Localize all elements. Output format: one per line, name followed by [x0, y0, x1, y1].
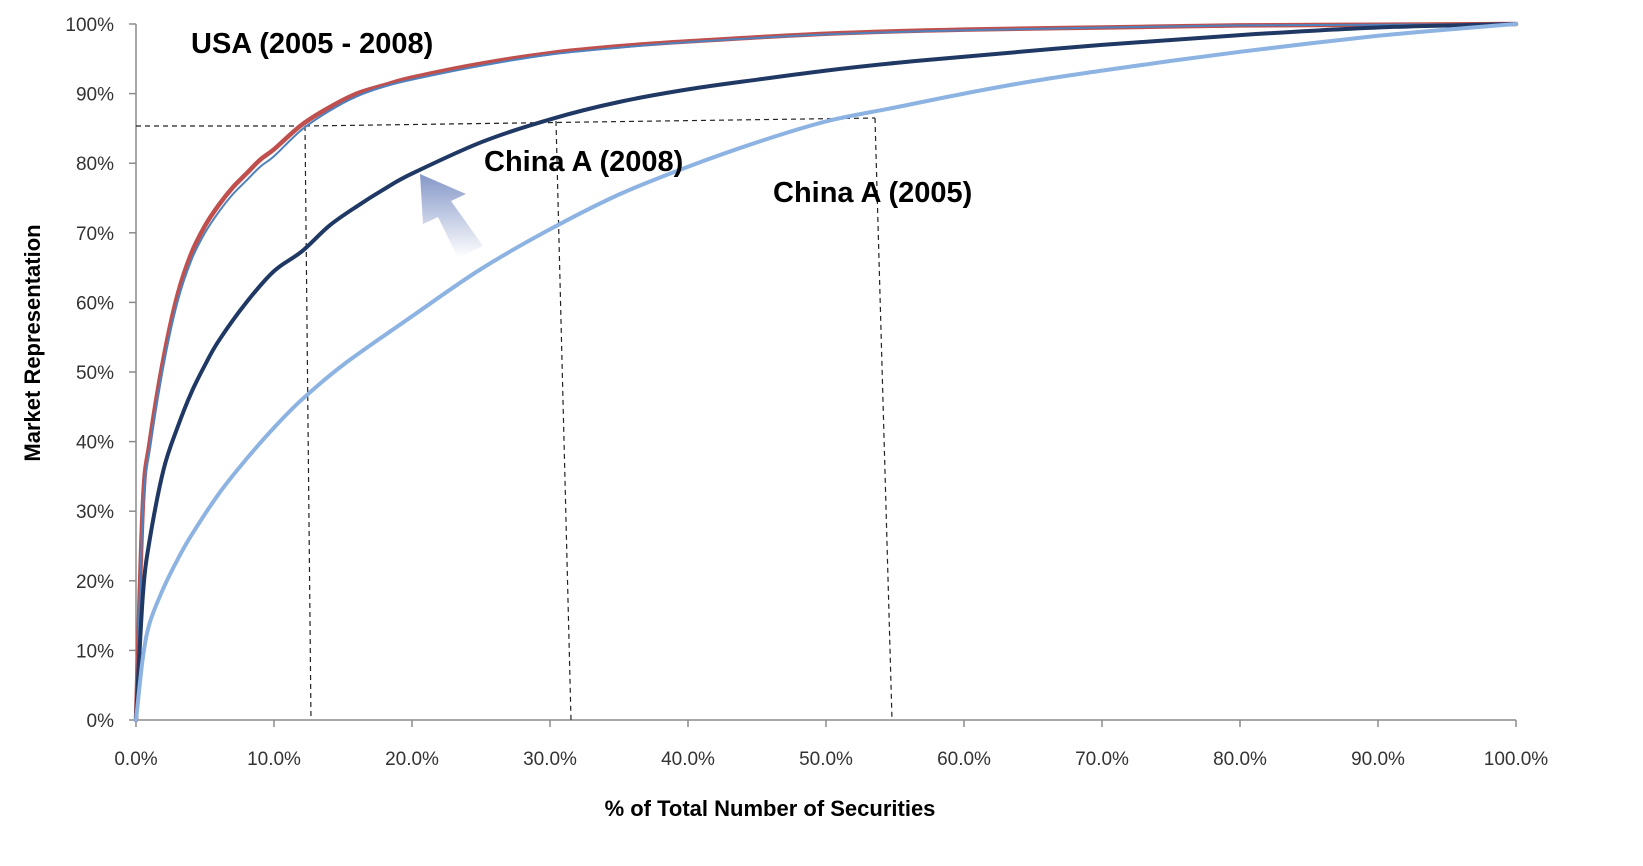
x-tick-label: 80.0% [1213, 749, 1267, 770]
y-tick-label: 20% [76, 572, 114, 593]
x-tick-label: 40.0% [661, 749, 715, 770]
plot-area: 0% 10% 20% 30% 40% 50% 60% 70% 80% 90% 100% 0.0% 10… [65, 15, 1548, 770]
x-tick-label: 100.0% [1484, 749, 1549, 770]
x-tick-label: 30.0% [523, 749, 577, 770]
x-tick-label: 0.0% [114, 749, 157, 770]
series-line-2 [134, 22, 1518, 722]
y-tick-label: 40% [76, 433, 114, 454]
guide-line [304, 125, 312, 721]
y-axis-title: Market Representation [20, 224, 45, 461]
up-arrow-icon [420, 174, 483, 258]
annotation-usa: USA (2005 - 2008) [191, 28, 433, 60]
x-tick-label: 60.0% [937, 749, 991, 770]
x-axis-ticks: 0.0% 10.0% 20.0% 30.0% 40.0% 50.0% 60.0% 70.0% 8… [114, 720, 1548, 770]
series-line-3 [134, 22, 1518, 722]
y-tick-label: 60% [76, 293, 114, 314]
y-tick-label: 0% [87, 711, 115, 732]
y-tick-label: 70% [76, 224, 114, 245]
y-axis-ticks: 0% 10% 20% 30% 40% 50% 60% 70% 80% 90% 100% [65, 15, 136, 732]
x-tick-label: 90.0% [1351, 749, 1405, 770]
guide-line [874, 117, 893, 721]
x-axis-title: % of Total Number of Securities [605, 796, 936, 821]
series-line-0 [133, 21, 1519, 723]
guide-line [555, 120, 572, 721]
annotation-china-a-2005: China A (2005) [773, 177, 972, 209]
y-tick-label: 30% [76, 502, 114, 523]
x-tick-label: 50.0% [799, 749, 853, 770]
annotation-china-a-2008: China A (2008) [484, 146, 683, 178]
y-tick-label: 10% [76, 641, 114, 662]
series-line-1 [135, 23, 1517, 721]
y-tick-label: 100% [65, 15, 114, 36]
y-tick-label: 90% [76, 85, 114, 106]
arrow-shape [420, 174, 483, 258]
x-tick-label: 10.0% [247, 749, 301, 770]
y-tick-label: 80% [76, 154, 114, 175]
series-lines [133, 21, 1519, 723]
guide-line [304, 117, 876, 127]
y-tick-label: 50% [76, 363, 114, 384]
x-tick-label: 70.0% [1075, 749, 1129, 770]
x-tick-label: 20.0% [385, 749, 439, 770]
reference-guide-lines [136, 117, 893, 721]
